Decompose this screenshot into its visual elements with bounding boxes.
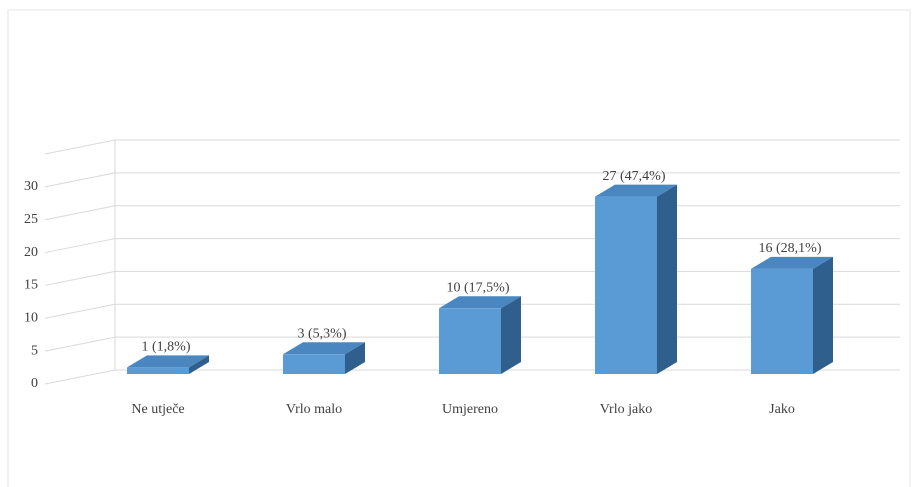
bar-side — [657, 184, 677, 374]
bar-side — [501, 296, 521, 374]
bar — [751, 256, 833, 374]
data-label: 10 (17,5%) — [447, 281, 510, 296]
bar — [283, 342, 365, 374]
grid-line — [44, 172, 900, 188]
data-label: 3 (5,3%) — [298, 327, 347, 342]
y-tick-label: 0 — [31, 376, 38, 391]
bar-front — [751, 268, 813, 374]
bar-side — [189, 355, 209, 374]
x-tick-label: Jako — [769, 402, 795, 417]
y-tick-label: 30 — [24, 179, 38, 194]
x-tick-label: Vrlo jako — [600, 402, 652, 417]
bar — [127, 355, 209, 374]
bar-side — [813, 256, 833, 374]
y-tick-label: 5 — [31, 343, 38, 358]
data-label: 1 (1,8%) — [142, 340, 191, 355]
data-label: 16 (28,1%) — [759, 241, 822, 256]
y-tick-label: 15 — [24, 278, 38, 293]
x-tick-label: Umjereno — [442, 402, 498, 417]
bar-front — [127, 367, 189, 374]
y-tick-label: 20 — [24, 245, 38, 260]
bar — [439, 296, 521, 374]
x-tick-label: Ne utječe — [131, 402, 184, 417]
grid-line — [44, 205, 900, 221]
bar-top — [283, 342, 365, 355]
bar-top — [127, 355, 209, 368]
chart-border — [7, 9, 911, 487]
bar-front — [439, 308, 501, 374]
x-tick-label: Vrlo malo — [286, 402, 342, 417]
bar-top — [751, 256, 833, 269]
bar-front — [595, 196, 657, 374]
y-tick-label: 10 — [24, 311, 38, 326]
bar-top — [439, 296, 521, 309]
bar-front — [283, 354, 345, 374]
bar — [595, 184, 677, 374]
grid-edge — [44, 139, 900, 155]
bar-side — [345, 342, 365, 374]
data-label: 27 (47,4%) — [603, 169, 666, 184]
y-tick-label: 25 — [24, 212, 38, 227]
bar-top — [595, 184, 677, 197]
